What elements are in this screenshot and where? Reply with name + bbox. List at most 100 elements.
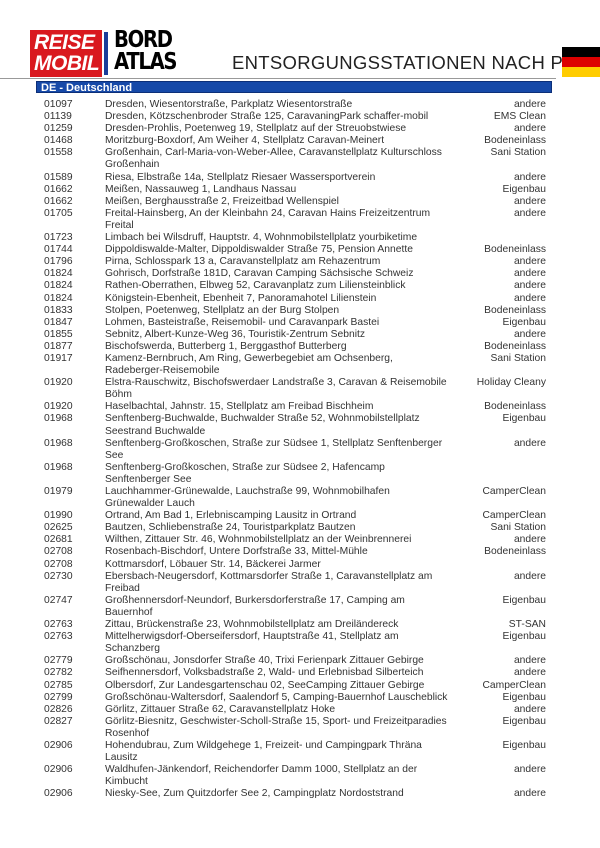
station-plz: 01968 <box>44 437 73 449</box>
station-type: andere <box>513 292 546 304</box>
station-row: 02779 Großschönau, Jonsdorfer Straße 40, … <box>0 655 600 667</box>
station-plz: 01468 <box>44 135 73 147</box>
station-address: Bautzen, Schliebenstraße 24, Touristpark… <box>105 522 356 534</box>
station-type: Bodeneinlass <box>484 401 546 413</box>
station-plz: 01920 <box>44 377 73 389</box>
station-row: 01744 Dippoldiswalde-Malter, Dippoldiswal… <box>0 244 600 256</box>
station-row: 02906 Niesky-See, Zum Quitzdorfer See 2, … <box>0 788 600 800</box>
station-plz: 01824 <box>44 280 73 292</box>
station-row: 02763 Mittelherwigsdorf-Oberseifersdorf, … <box>0 631 600 655</box>
station-address: Görlitz, Zittauer Straße 62, Caravanstel… <box>105 703 336 715</box>
station-plz: 02826 <box>44 703 73 715</box>
station-row: 01139 Dresden, Kötzschenbroder Straße 125… <box>0 111 600 123</box>
station-row: 01796 Pirna, Schlosspark 13 a, Caravanste… <box>0 256 600 268</box>
station-type: andere <box>513 256 546 268</box>
station-plz: 02681 <box>44 534 73 546</box>
station-address: Kamenz-Bernbruch, Am Ring, Gewerbegebiet… <box>105 352 393 377</box>
reisemobil-logo: REISE MOBIL <box>30 30 108 77</box>
station-plz: 01920 <box>44 401 73 413</box>
station-row: 01468 Moritzburg-Boxdorf, Am Weiher 4, St… <box>0 135 600 147</box>
station-address: Wilthen, Zittauer Str. 46, Wohnmobilstel… <box>105 534 412 546</box>
station-plz: 02782 <box>44 667 73 679</box>
station-address: Dresden, Kötzschenbroder Straße 125, Car… <box>105 111 429 123</box>
station-plz: 02906 <box>44 739 73 751</box>
station-plz: 02799 <box>44 691 73 703</box>
page-title: ENTSORGUNGSSTATIONEN NACH PLZ <box>232 52 586 73</box>
station-plz: 02747 <box>44 594 73 606</box>
station-type: Eigenbau <box>502 316 546 328</box>
station-address: Ortrand, Am Bad 1, Erlebniscamping Lausi… <box>105 510 357 522</box>
station-type: andere <box>513 437 546 449</box>
station-row: 02906 Hohendubrau, Zum Wildgehege 1, Frei… <box>0 740 600 764</box>
station-row: 01855 Sebnitz, Albert-Kunze-Weg 36, Touri… <box>0 329 600 341</box>
station-row: 02708 Rosenbach-Bischdorf, Untere Dorfstr… <box>0 546 600 558</box>
station-plz: 01796 <box>44 256 73 268</box>
station-address: Meißen, Berghausstraße 2, Freizeitbad We… <box>105 195 339 207</box>
station-plz: 02708 <box>44 546 73 558</box>
station-type: andere <box>513 328 546 340</box>
header-divider <box>0 78 556 79</box>
station-row: 02708 Kottmarsdorf, Löbauer Str. 14, Bäck… <box>0 559 600 571</box>
station-row: 02747 Großhennersdorf-Neundorf, Burkersdo… <box>0 595 600 619</box>
station-address: Senftenberg-Großkoschen, Straße zur Süds… <box>105 461 385 485</box>
station-type: andere <box>513 703 546 715</box>
station-type: Eigenbau <box>502 715 546 727</box>
station-plz: 01824 <box>44 292 73 304</box>
station-type: andere <box>513 195 546 207</box>
station-row: 01662 Meißen, Berghausstraße 2, Freizeitb… <box>0 196 600 208</box>
station-row: 01824 Gohrisch, Dorfstraße 181D, Caravan … <box>0 268 600 280</box>
station-plz: 01847 <box>44 316 73 328</box>
station-type: andere <box>513 764 546 776</box>
station-row: 01920 Elstra-Rauschwitz, Bischofswerdaer … <box>0 377 600 401</box>
station-plz: 01968 <box>44 413 73 425</box>
station-plz: 01855 <box>44 328 73 340</box>
station-type: andere <box>513 268 546 280</box>
station-type: Bodeneinlass <box>484 340 546 352</box>
station-plz: 01259 <box>44 123 73 135</box>
station-type: andere <box>513 534 546 546</box>
station-address: Riesa, Elbstraße 14a, Stellplatz Riesaer… <box>105 171 376 183</box>
station-row: 01097 Dresden, Wiesentorstraße, Parkplatz… <box>0 99 600 111</box>
station-row: 02782 Seifhennersdorf, Volksbadstraße 2, … <box>0 667 600 679</box>
station-address: Meißen, Nassauweg 1, Landhaus Nassau <box>105 183 297 195</box>
station-plz: 02730 <box>44 570 73 582</box>
station-plz: 02827 <box>44 715 73 727</box>
station-row: 01847 Lohmen, Basteistraße, Reisemobil- u… <box>0 317 600 329</box>
station-type: Eigenbau <box>502 691 546 703</box>
station-row: 02906 Waldhufen-Jänkendorf, Reichendorfer… <box>0 764 600 788</box>
station-row: 01877 Bischofswerda, Butterberg 1, Bergga… <box>0 341 600 353</box>
station-list: 01097 Dresden, Wiesentorstraße, Parkplatz… <box>0 99 600 800</box>
station-row: 02763 Zittau, Brückenstraße 23, Wohnmobil… <box>0 619 600 631</box>
station-plz: 02779 <box>44 655 73 667</box>
station-address: Mittelherwigsdorf-Oberseifersdorf, Haupt… <box>105 631 399 655</box>
station-row: 01705 Freital-Hainsberg, An der Kleinbahn… <box>0 208 600 232</box>
station-address: Stolpen, Poetenweg, Stellplatz an der Bu… <box>105 304 340 316</box>
station-address: Großhennersdorf-Neundorf, Burkersdorfers… <box>105 594 405 618</box>
station-type: andere <box>513 667 546 679</box>
station-type: andere <box>513 123 546 135</box>
station-row: 01979 Lauchhammer-Grünewalde, Lauchstraße… <box>0 486 600 510</box>
station-row: 01833 Stolpen, Poetenweg, Stellplatz an d… <box>0 305 600 317</box>
station-plz: 01705 <box>44 207 73 219</box>
station-row: 01824 Königstein-Ebenheit, Ebenheit 7, Pa… <box>0 293 600 305</box>
station-type: andere <box>513 655 546 667</box>
station-plz: 02785 <box>44 679 73 691</box>
station-type: Bodeneinlass <box>484 304 546 316</box>
station-type: Eigenbau <box>502 631 546 643</box>
station-plz: 01917 <box>44 352 73 364</box>
station-address: Bischofswerda, Butterberg 1, Berggasthof… <box>105 340 347 352</box>
station-address: Freital-Hainsberg, An der Kleinbahn 24, … <box>105 207 431 231</box>
station-plz: 02625 <box>44 522 73 534</box>
bordatlas-logo: BORD ATLAS <box>114 27 178 75</box>
station-address: Ebersbach-Neugersdorf, Kottmarsdorfer St… <box>105 570 433 594</box>
german-flag-icon <box>562 47 600 77</box>
station-row: 02625 Bautzen, Schliebenstraße 24, Touris… <box>0 522 600 534</box>
station-plz: 01990 <box>44 510 73 522</box>
station-row: 01824 Rathen-Oberrathen, Elbweg 52, Carav… <box>0 280 600 292</box>
station-type: Eigenbau <box>502 183 546 195</box>
station-type: ST-SAN <box>508 619 546 631</box>
station-row: 01990 Ortrand, Am Bad 1, Erlebniscamping … <box>0 510 600 522</box>
station-type: Sani Station <box>490 522 546 534</box>
station-address: Seifhennersdorf, Volksbadstraße 2, Wald-… <box>105 667 424 679</box>
station-row: 02799 Großschönau-Waltersdorf, Saalendorf… <box>0 692 600 704</box>
